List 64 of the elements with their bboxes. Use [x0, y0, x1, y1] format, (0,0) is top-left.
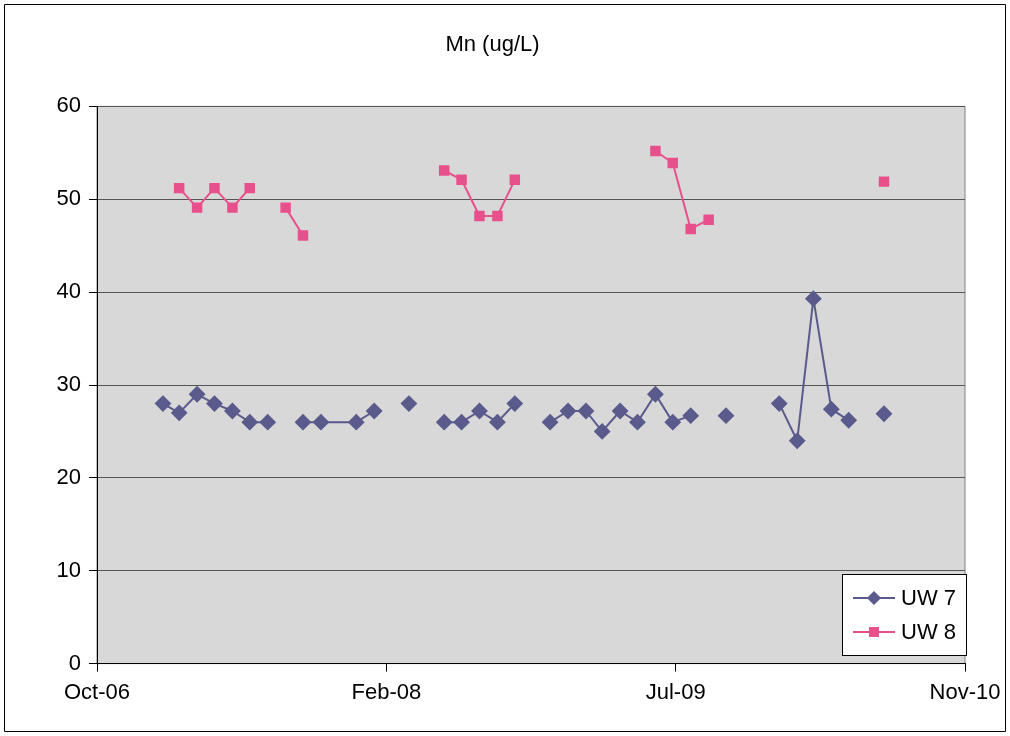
- point: [241, 414, 258, 431]
- point: [685, 223, 696, 235]
- point: [189, 386, 206, 403]
- legend-label: UW 7: [901, 584, 956, 611]
- point: [667, 157, 679, 169]
- point: [650, 145, 661, 157]
- point: [171, 404, 188, 421]
- point: [295, 414, 312, 431]
- point: [789, 432, 806, 449]
- point: [456, 174, 467, 186]
- point: [560, 403, 577, 419]
- point: [703, 214, 714, 225]
- point: [594, 423, 611, 440]
- x-tick-label: Nov-10: [929, 678, 1001, 704]
- point: [280, 202, 291, 213]
- point: [453, 414, 470, 431]
- point: [682, 407, 699, 424]
- point: [577, 403, 594, 419]
- point: [664, 414, 681, 431]
- point: [471, 403, 488, 419]
- point: [771, 395, 788, 412]
- point: [629, 414, 646, 431]
- point: [206, 395, 223, 412]
- point: [400, 395, 417, 412]
- point: [209, 182, 220, 194]
- y-tick-label: 10: [56, 556, 81, 582]
- y-tick-label: 60: [56, 92, 81, 118]
- point: [224, 403, 241, 419]
- point: [647, 386, 664, 403]
- point: [297, 230, 309, 241]
- x-tick-label: Jul-09: [645, 678, 706, 704]
- point: [366, 403, 383, 419]
- point: [436, 414, 453, 431]
- point: [840, 412, 857, 429]
- y-tick-label: 30: [56, 371, 81, 397]
- point: [878, 176, 890, 187]
- point: [542, 414, 559, 431]
- point: [259, 414, 276, 431]
- point: [154, 395, 171, 412]
- point: [805, 290, 822, 307]
- y-tick-label: 40: [56, 278, 81, 304]
- y-tick-label: 20: [56, 463, 81, 489]
- legend-label: UW 8: [901, 618, 956, 645]
- point: [506, 395, 523, 412]
- point: [612, 403, 629, 419]
- point: [438, 165, 450, 176]
- point: [489, 414, 506, 431]
- point: [348, 414, 365, 431]
- y-tick-label: 50: [56, 185, 81, 211]
- point: [492, 210, 503, 222]
- chart-title: Mn (ug/L): [445, 31, 540, 57]
- y-tick-label: 0: [68, 649, 81, 675]
- point: [191, 202, 203, 213]
- point: [509, 174, 521, 186]
- x-tick-label: Feb-08: [351, 678, 422, 704]
- point: [244, 182, 256, 194]
- point: [875, 405, 892, 422]
- point: [718, 407, 735, 424]
- point: [312, 414, 329, 431]
- point: [173, 182, 185, 194]
- point: [823, 401, 840, 418]
- point: [474, 210, 485, 222]
- x-tick-label: Oct-06: [63, 678, 131, 704]
- point: [227, 202, 238, 213]
